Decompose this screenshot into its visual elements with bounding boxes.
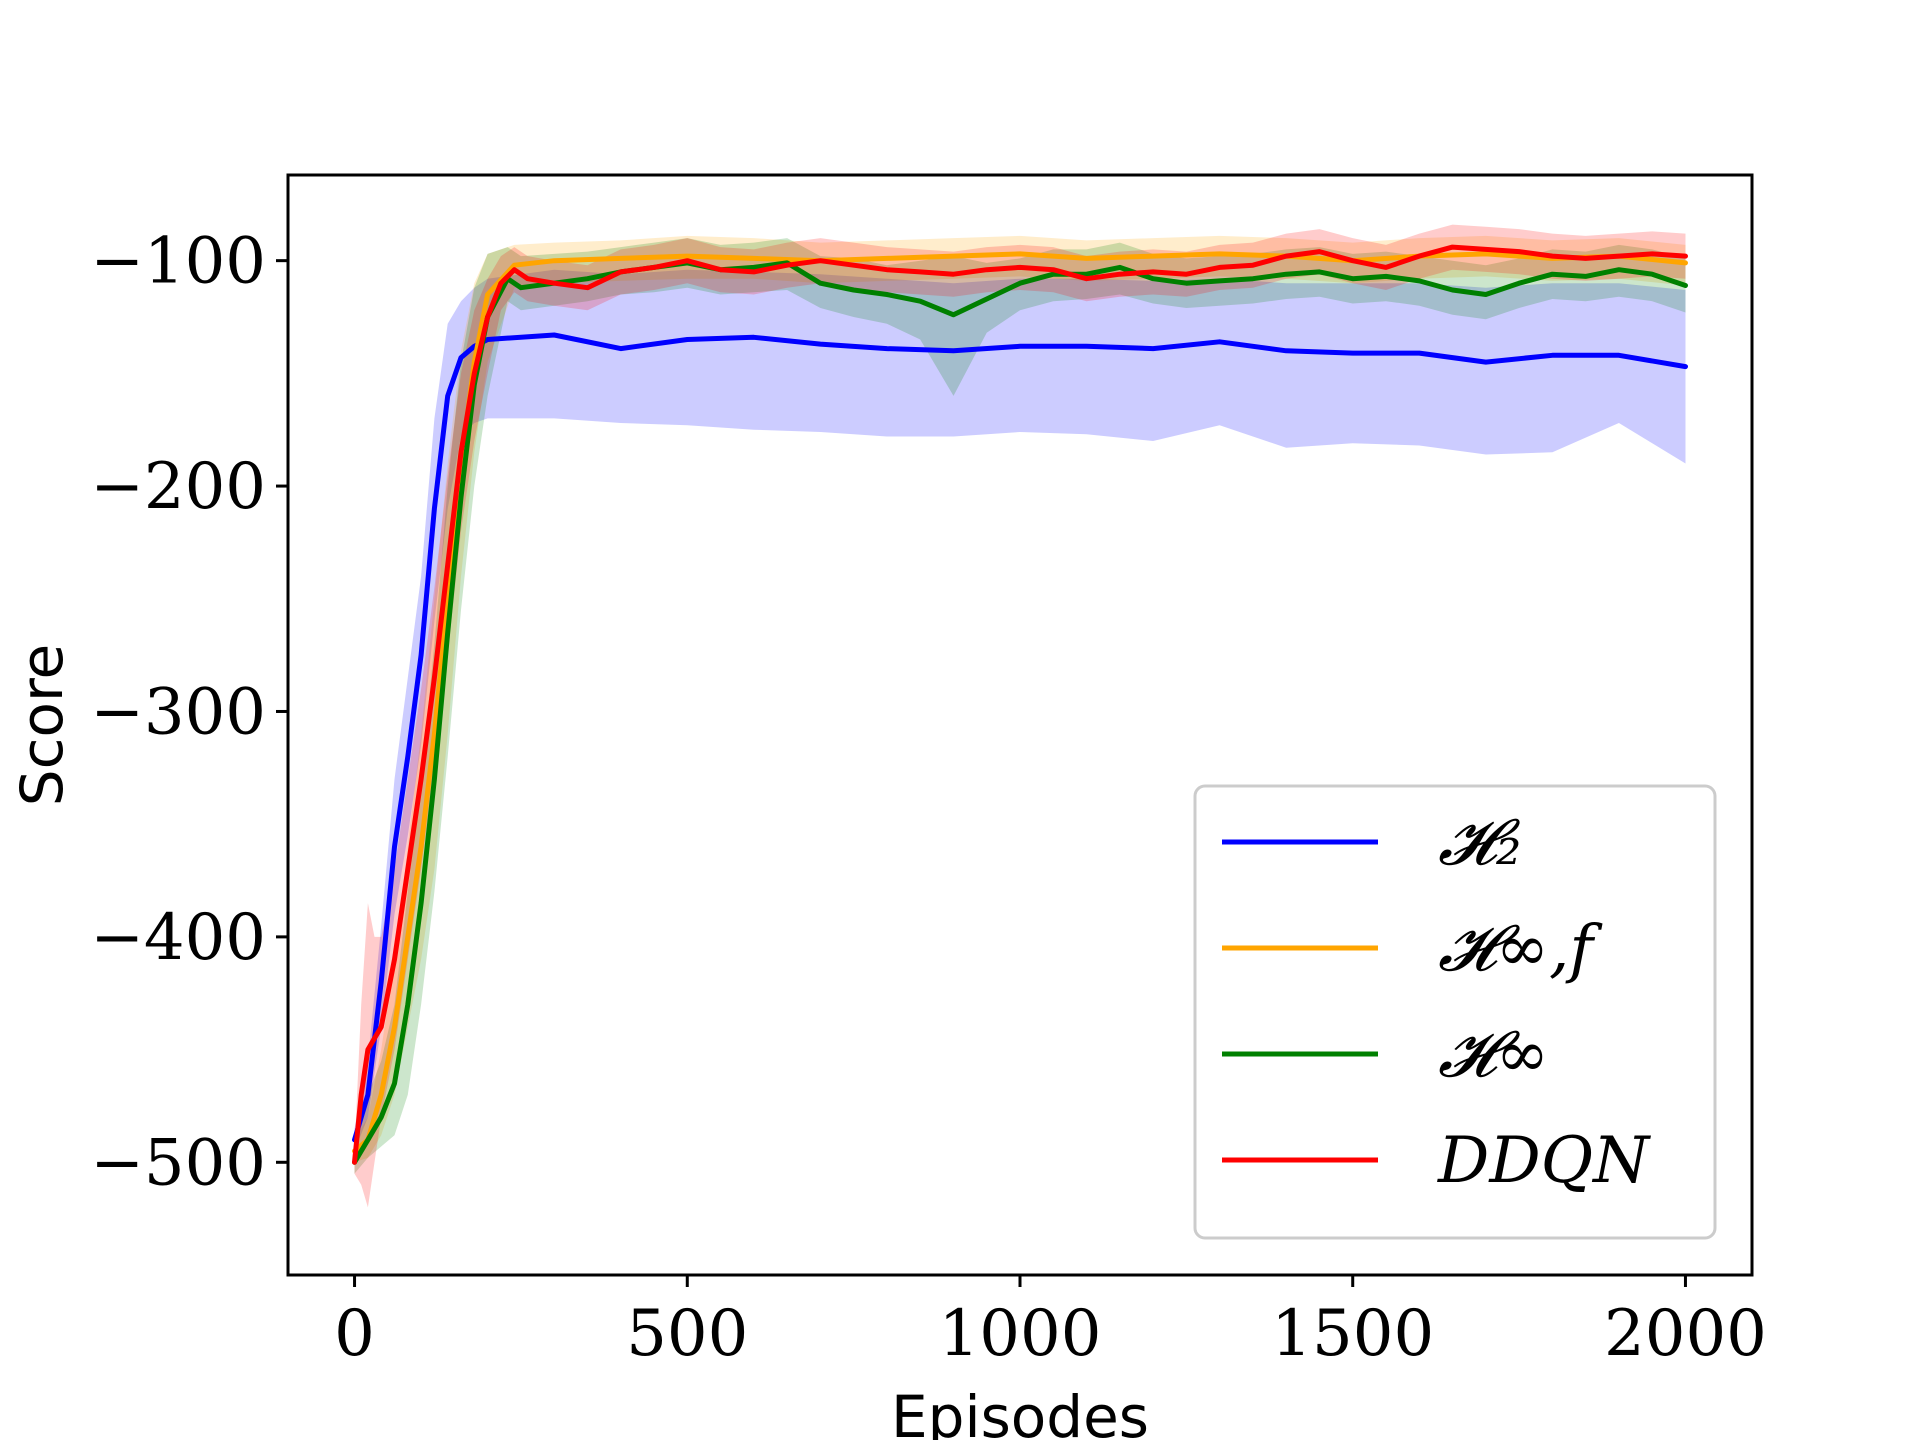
legend-box [1193, 784, 1717, 1240]
legend-label: 𝓗∞,f [1438, 912, 1603, 986]
y-tick-label: −500 [90, 1126, 266, 1200]
legend-label: 𝓗₂ [1438, 806, 1521, 880]
series-lines [352, 244, 1688, 1165]
series-line-hinf-f [352, 251, 1688, 1154]
y-axis-label: Score [8, 644, 76, 806]
y-tick-label: −300 [90, 675, 266, 749]
series-line-hinf [352, 260, 1688, 1165]
x-axis-label: Episodes [891, 1383, 1149, 1440]
x-tick-label: 1500 [1271, 1297, 1434, 1371]
band-h2 [354, 269, 1686, 1151]
x-tick-label: 1000 [939, 1297, 1102, 1371]
legend-label: DDQN [1437, 1124, 1651, 1198]
band-hinf [354, 238, 1686, 1174]
x-tick-label: 2000 [1604, 1297, 1767, 1371]
series-line-ddqn [352, 244, 1688, 1165]
x-tick-label: 500 [626, 1297, 748, 1371]
y-tick-label: −200 [90, 450, 266, 524]
x-axis: 0 500 1000 1500 2000 [334, 1275, 1767, 1371]
legend-label: 𝓗∞ [1438, 1018, 1549, 1092]
y-axis: −500 −400 −300 −200 −100 [90, 225, 288, 1200]
x-tick-label: 0 [334, 1297, 375, 1371]
y-tick-label: −400 [90, 901, 266, 975]
legend: 𝓗₂ 𝓗∞,f 𝓗∞ DDQN [1193, 784, 1717, 1240]
series-line-h2 [352, 332, 1688, 1143]
y-tick-label: −100 [90, 225, 266, 299]
